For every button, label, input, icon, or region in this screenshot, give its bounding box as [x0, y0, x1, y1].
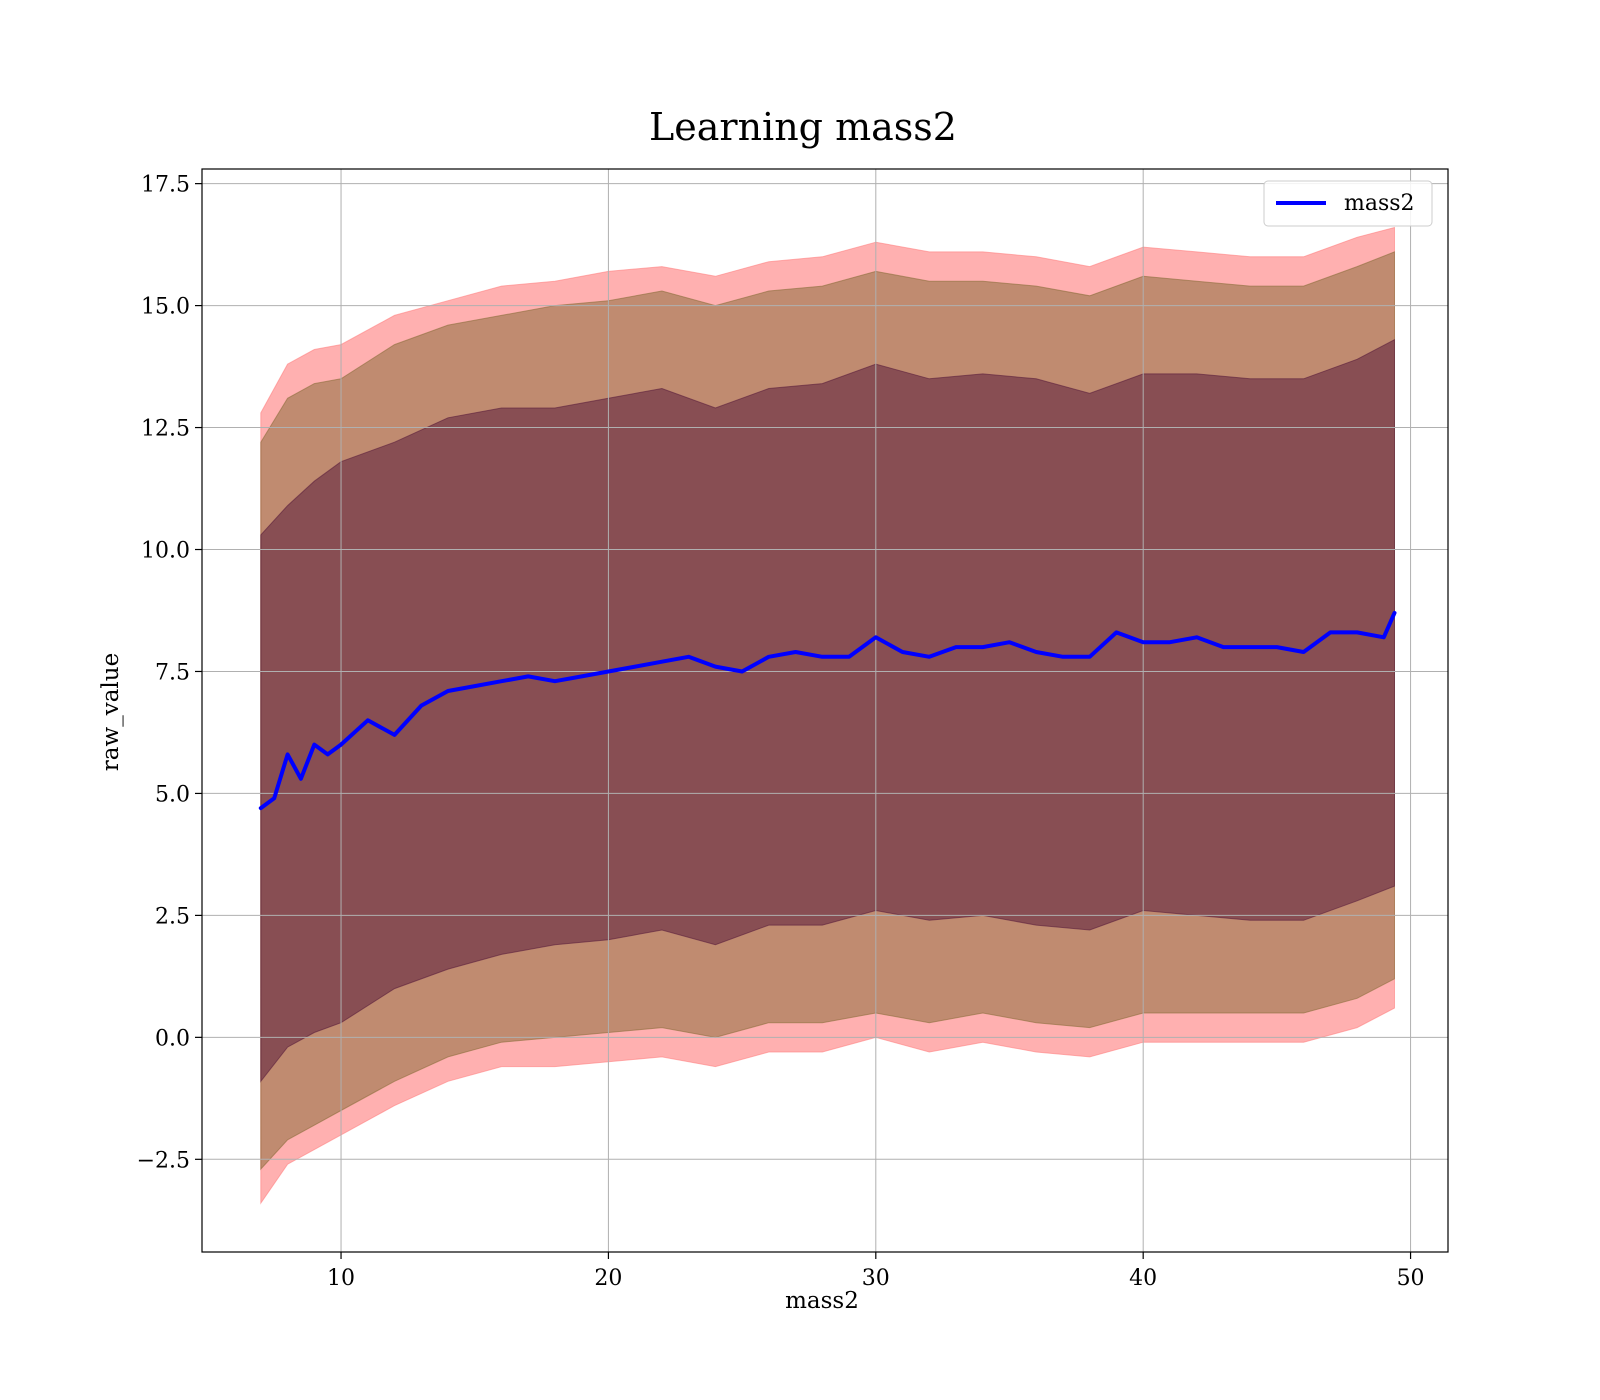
legend-entry-mass2: mass2: [1344, 191, 1415, 216]
grid-lines: [202, 169, 1448, 1252]
y-tick-label: 5.0: [155, 782, 190, 807]
plot-frame: [201, 168, 1449, 1253]
y-axis-label: raw_value: [98, 653, 124, 771]
axis-ticks: 10 20 30 40 50 −2.5 0.0 2.5 5.0 7.5 10.0 12.5 15.0 17…: [137, 173, 1425, 1291]
confidence-bands: [260, 226, 1395, 1205]
series-line-layer: [258, 610, 1397, 811]
x-tick-label: 50: [1397, 1266, 1425, 1291]
x-tick-label: 40: [1129, 1266, 1157, 1291]
y-tick-label: 10.0: [141, 539, 190, 564]
y-tick-label: 12.5: [141, 417, 190, 442]
x-tick-label: 30: [862, 1266, 890, 1291]
x-tick-label: 20: [594, 1266, 622, 1291]
x-axis-label: mass2: [785, 1288, 859, 1314]
y-tick-label: 17.5: [141, 173, 190, 198]
x-tick-label: 10: [327, 1266, 355, 1291]
legend: mass2: [1263, 180, 1433, 227]
y-tick-label: 2.5: [155, 904, 190, 929]
y-tick-label: 0.0: [155, 1026, 190, 1051]
series-line-mass2: [258, 610, 1397, 811]
y-tick-label: 7.5: [155, 660, 190, 685]
chart-title: Learning mass2: [649, 105, 957, 149]
y-tick-label: 15.0: [141, 295, 190, 320]
y-tick-label: −2.5: [137, 1148, 190, 1173]
legend-box: [1263, 180, 1433, 227]
